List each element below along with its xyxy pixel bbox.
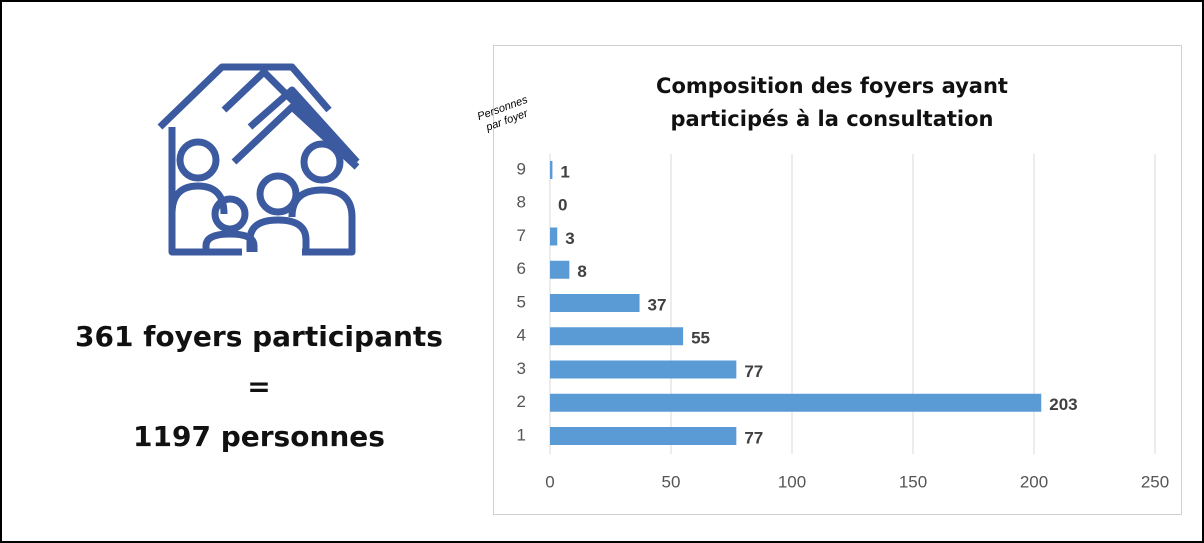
- y-tick-label: 3: [517, 359, 526, 378]
- data-label: 77: [744, 428, 763, 447]
- x-tick-label: 100: [778, 472, 806, 491]
- data-label: 8: [577, 262, 586, 281]
- y-tick-label: 4: [517, 326, 526, 345]
- y-tick-label: 5: [517, 292, 526, 311]
- x-tick-label: 0: [545, 472, 554, 491]
- summary-line: 1197 personnes: [133, 420, 385, 453]
- x-tick-label: 200: [1020, 472, 1048, 491]
- summary-line: =: [247, 370, 271, 403]
- bar: [550, 227, 558, 246]
- data-label: 37: [648, 295, 667, 314]
- bar: [550, 360, 737, 379]
- bar: [550, 260, 570, 279]
- y-tick-label: 6: [517, 259, 526, 278]
- summary-line: 361 foyers participants: [75, 320, 443, 353]
- chart-title: Composition des foyers ayant participés …: [656, 74, 1008, 131]
- bar: [550, 161, 553, 179]
- data-label: 55: [691, 329, 710, 348]
- data-label: 3: [565, 229, 574, 248]
- house-icon: [157, 63, 360, 256]
- bar: [550, 427, 737, 445]
- bar: [550, 327, 684, 346]
- bar: [550, 393, 1042, 412]
- data-label: 203: [1049, 395, 1077, 414]
- bar: [550, 294, 640, 312]
- y-tick-label: 1: [517, 425, 526, 444]
- y-tick-label: 9: [517, 159, 526, 178]
- x-tick-label: 50: [662, 472, 681, 491]
- y-tick-label: 2: [517, 392, 526, 411]
- y-tick-label: 8: [517, 193, 526, 212]
- data-label: 77: [744, 362, 763, 381]
- data-label: 0: [558, 196, 567, 215]
- x-tick-label: 150: [899, 472, 927, 491]
- chart-frame: [493, 45, 1182, 515]
- y-tick-label: 7: [517, 226, 526, 245]
- x-tick-label: 250: [1141, 472, 1169, 491]
- data-label: 1: [560, 162, 569, 181]
